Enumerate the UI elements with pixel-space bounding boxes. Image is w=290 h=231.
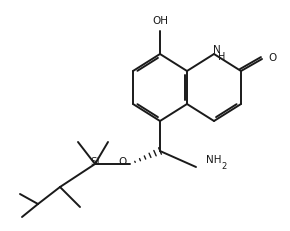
Text: NH: NH [206,154,222,164]
Text: 2: 2 [221,161,226,170]
Text: H: H [218,52,225,62]
Text: O: O [268,53,276,63]
Text: OH: OH [152,16,168,26]
Text: Si: Si [90,156,100,166]
Text: O: O [119,156,127,166]
Text: N: N [213,45,221,55]
